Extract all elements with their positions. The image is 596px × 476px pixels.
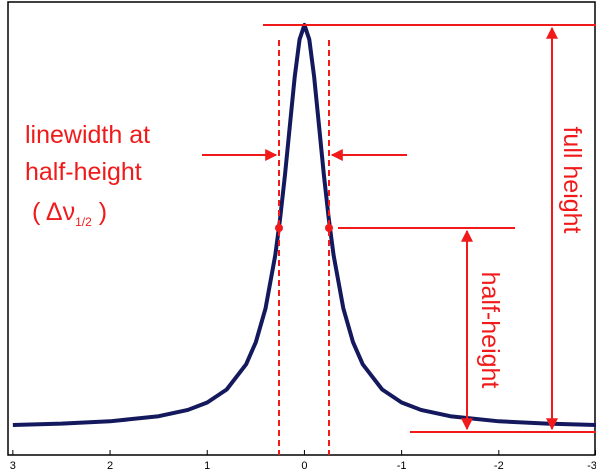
annotation-sub: 1/2 (75, 215, 92, 229)
x-tick-label: 0 (301, 460, 307, 472)
plot-frame (7, 1, 596, 456)
x-tick-label: -2 (494, 460, 504, 472)
annotation: ( Δν1/2 ) (32, 198, 107, 229)
x-tick-label: 3 (10, 460, 16, 472)
half-point (325, 224, 333, 232)
annotation: half-height (476, 272, 504, 389)
x-tick-label: 1 (204, 460, 210, 472)
annotation-part: ) (92, 198, 107, 226)
annotation: half-height (25, 158, 142, 186)
annotation: linewidth at (25, 121, 150, 149)
annotation-part: ( Δν (32, 198, 75, 226)
x-tick-label: 2 (107, 460, 113, 472)
x-tick-label: -1 (397, 460, 407, 472)
annotation: full height (558, 126, 586, 233)
half-point (275, 224, 283, 232)
x-tick-label: -3 (587, 460, 596, 472)
annotations: linewidth at half-height ( Δν1/2 ) full … (25, 24, 596, 455)
